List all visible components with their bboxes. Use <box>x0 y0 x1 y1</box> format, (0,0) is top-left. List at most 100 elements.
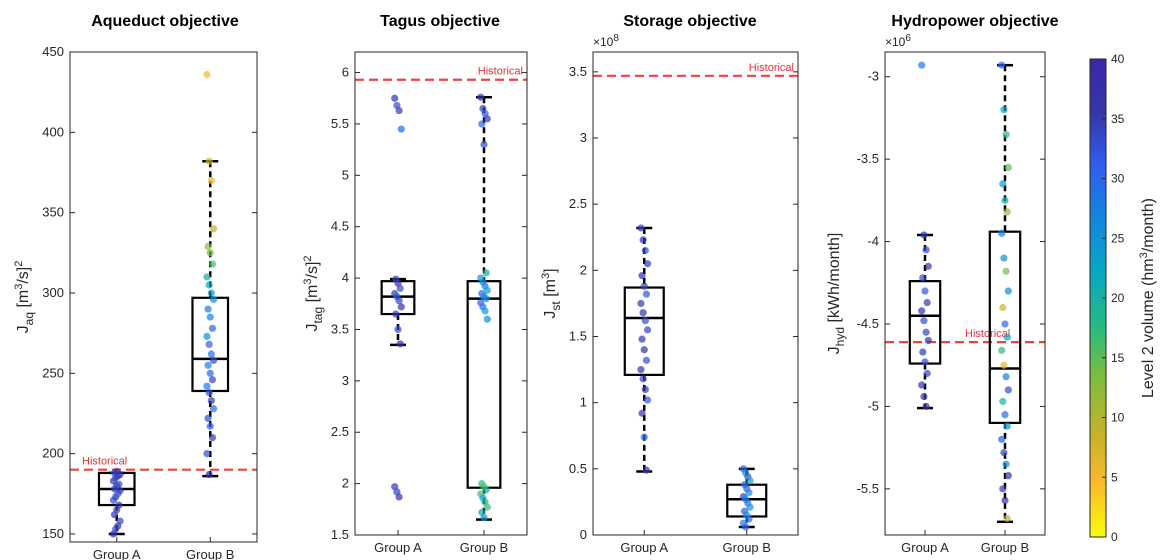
data-point <box>637 299 645 308</box>
historical-label: Historical <box>82 456 127 468</box>
colorbar-tick-label: 20 <box>1111 291 1125 305</box>
data-point <box>923 298 931 307</box>
x-tick-label: Group A <box>374 540 422 555</box>
y-tick-label: 400 <box>42 124 64 139</box>
data-point <box>209 405 218 413</box>
ylabel-unit-post: /s] <box>15 267 32 284</box>
data-point <box>397 125 405 133</box>
ylabel-unit: [m <box>15 290 32 312</box>
data-point <box>919 274 927 282</box>
data-point <box>641 246 649 255</box>
data-point <box>918 307 926 315</box>
data-point <box>396 284 404 292</box>
data-point <box>205 340 213 348</box>
data-point <box>922 402 930 411</box>
ylabel-main: J <box>826 346 843 354</box>
data-point <box>1002 130 1010 139</box>
data-point <box>477 93 485 101</box>
x-tick-label: Group A <box>620 540 668 555</box>
y-tick-label: -4.5 <box>857 316 879 331</box>
ylabel-unit: [kWh/month] <box>826 233 843 327</box>
exponent-base: ×10 <box>593 35 614 49</box>
data-point <box>999 397 1007 406</box>
data-point <box>920 231 928 239</box>
data-point <box>204 242 212 250</box>
data-point <box>998 61 1006 69</box>
colorbar: 0 5 10 15 20 25 30 35 40 Level 2 volume (hm3/mont… <box>1089 52 1157 544</box>
y-tick-label: 250 <box>42 365 64 380</box>
y-tick-label: 3.5 <box>331 321 349 336</box>
data-point <box>208 433 217 442</box>
ylabel-unit: [m <box>542 279 559 301</box>
y-tick-label: 1.5 <box>331 527 349 542</box>
data-point <box>204 361 212 369</box>
data-point <box>642 290 651 298</box>
data-point <box>920 317 928 325</box>
data-point <box>640 433 648 441</box>
x-tick-label: Group B <box>723 540 771 555</box>
ylabel-sub: aq <box>22 312 36 325</box>
data-point <box>643 326 652 334</box>
data-point <box>480 513 488 522</box>
panel-4: Hydropower objective Historical -5.5 -5 -4.5… <box>826 13 1059 555</box>
exponent-base: ×10 <box>885 35 906 49</box>
data-point <box>638 272 646 280</box>
data-point <box>1002 373 1010 381</box>
data-point <box>206 313 214 321</box>
panel-1: Aqueduct objective Historical 150 200 250 300… <box>13 13 258 560</box>
data-point <box>115 480 123 488</box>
data-point <box>203 273 211 281</box>
y-axis-label: Jaq [m3/s]2 <box>13 261 36 334</box>
data-point <box>642 466 651 474</box>
data-point <box>998 435 1006 443</box>
data-point <box>638 409 646 417</box>
ylabel-sub: hyd <box>833 327 847 346</box>
x-tick-label: Group B <box>186 547 234 560</box>
data-point <box>206 249 214 257</box>
data-point <box>1003 208 1011 216</box>
data-point <box>205 470 213 479</box>
data-point <box>208 324 217 332</box>
y-tick-label: 450 <box>42 44 64 59</box>
panel-title: Aqueduct objective <box>91 13 239 30</box>
data-point <box>742 523 750 531</box>
data-point <box>395 106 403 115</box>
ylabel-sub: st <box>549 301 563 311</box>
data-point <box>746 503 754 511</box>
data-point <box>205 281 213 289</box>
axes-frame <box>592 51 799 536</box>
data-point <box>1000 448 1008 457</box>
x-tick-label: Group B <box>460 540 508 555</box>
data-point <box>638 335 646 343</box>
y-tick-label: 2.5 <box>331 424 349 439</box>
data-point <box>640 346 648 354</box>
data-point <box>116 517 124 525</box>
data-point <box>637 224 645 232</box>
data-point <box>481 307 489 315</box>
ylabel-sup2: 2 <box>302 255 314 261</box>
y-tick-label: 1.5 <box>569 329 587 344</box>
data-point <box>207 289 215 297</box>
data-point <box>641 385 649 394</box>
data-point <box>204 414 212 422</box>
data-point <box>206 369 214 377</box>
data-point <box>1003 514 1011 523</box>
y-tick-label: 1 <box>580 395 587 410</box>
y-tick-label: 300 <box>42 285 64 300</box>
panel-2: Tagus objective Historical 1.5 2 2.5 3 3.5 4 4.5… <box>302 13 528 555</box>
data-point <box>998 229 1006 237</box>
ylabel-main: J <box>304 324 321 332</box>
ylabel-sub: tag <box>311 307 325 324</box>
data-point <box>1004 163 1012 171</box>
y-tick-label: 4.5 <box>331 219 349 234</box>
y-tick-label: 2 <box>580 262 587 277</box>
ylabel-unit-sup: 3 <box>302 278 314 284</box>
y-tick-label: 0.5 <box>569 461 587 476</box>
data-point <box>746 477 754 485</box>
data-point <box>482 295 490 303</box>
y-tick-label: 3 <box>342 373 349 388</box>
data-point <box>1004 386 1012 394</box>
colorbar-tick-label: 35 <box>1111 112 1125 126</box>
colorbar-title-sup: 3 <box>1138 252 1150 258</box>
